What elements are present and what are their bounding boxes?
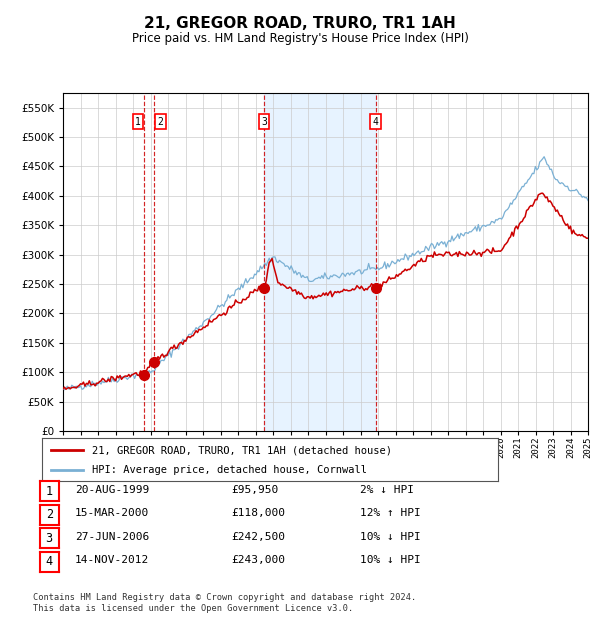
Text: £243,000: £243,000 [231,556,285,565]
Text: 21, GREGOR ROAD, TRURO, TR1 1AH (detached house): 21, GREGOR ROAD, TRURO, TR1 1AH (detache… [92,445,392,455]
Text: 20-AUG-1999: 20-AUG-1999 [75,485,149,495]
Text: 3: 3 [261,117,267,126]
Text: Price paid vs. HM Land Registry's House Price Index (HPI): Price paid vs. HM Land Registry's House … [131,32,469,45]
Text: 27-JUN-2006: 27-JUN-2006 [75,532,149,542]
Text: 2: 2 [157,117,163,126]
Text: 14-NOV-2012: 14-NOV-2012 [75,556,149,565]
Text: 3: 3 [46,532,53,544]
Text: 2: 2 [46,508,53,521]
Bar [264,93,376,431]
Text: 10% ↓ HPI: 10% ↓ HPI [360,532,421,542]
Text: 1: 1 [135,117,141,126]
Text: £95,950: £95,950 [231,485,278,495]
Text: 2% ↓ HPI: 2% ↓ HPI [360,485,414,495]
Text: 4: 4 [46,556,53,568]
Text: 1: 1 [46,485,53,497]
Text: £118,000: £118,000 [231,508,285,518]
Text: 15-MAR-2000: 15-MAR-2000 [75,508,149,518]
Text: HPI: Average price, detached house, Cornwall: HPI: Average price, detached house, Corn… [92,464,367,474]
Text: 12% ↑ HPI: 12% ↑ HPI [360,508,421,518]
Text: 4: 4 [373,117,379,126]
Text: Contains HM Land Registry data © Crown copyright and database right 2024.
This d: Contains HM Land Registry data © Crown c… [33,593,416,613]
Text: 21, GREGOR ROAD, TRURO, TR1 1AH: 21, GREGOR ROAD, TRURO, TR1 1AH [144,16,456,31]
Text: 10% ↓ HPI: 10% ↓ HPI [360,556,421,565]
Text: £242,500: £242,500 [231,532,285,542]
